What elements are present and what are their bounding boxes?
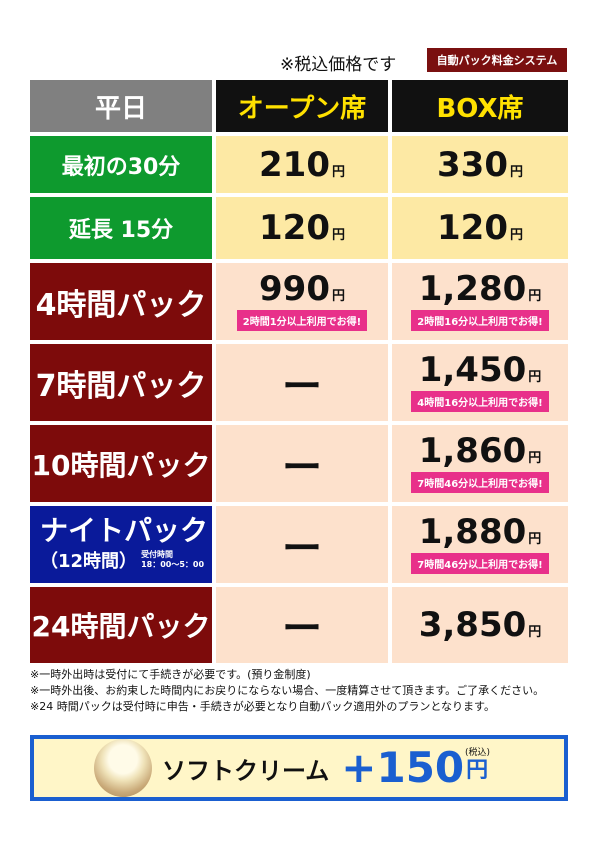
soft-cream-price: +150 [341, 743, 465, 792]
row-label-night: ナイトパック （12時間） 受付時間 18：00〜5：00 [30, 506, 212, 583]
system-badge: 自動パック料金システム [427, 48, 567, 72]
deal-badge: 7時間46分以上利用でお得! [411, 472, 549, 493]
reception-label: 受付時間 [141, 549, 174, 559]
box-price-cell: 1,280 円 2時間16分以上利用でお得! [392, 263, 568, 340]
price-value: 1,880 [418, 512, 527, 552]
soft-cream-tax-note: (税込) [464, 748, 490, 758]
soft-cream-image [94, 739, 152, 797]
row-label: 最初の30分 [30, 136, 212, 193]
table-row: 24時間パック ー 3,850 円 [30, 587, 568, 663]
table-row: 延長 15分 120 円 120 円 [30, 197, 568, 259]
night-pack-hours: （12時間） [40, 550, 138, 572]
price-value: 1,860 [418, 431, 527, 471]
row-label: 延長 15分 [30, 197, 212, 259]
footnote: ※一時外出後、お約束した時間内にお戻りにならない場合、一度精算させて頂きます。ご… [30, 684, 545, 697]
box-price-cell: 1,860 円 7時間46分以上利用でお得! [392, 425, 568, 502]
price-value: 1,280 [418, 269, 527, 309]
deal-badge: 2時間16分以上利用でお得! [411, 310, 549, 331]
yen-unit: 円 [509, 164, 523, 180]
price-value: 210 [259, 144, 330, 185]
header-weekday: 平日 [30, 80, 212, 132]
box-price-cell: 3,850 円 [392, 587, 568, 663]
tax-note: ※税込価格です [280, 55, 397, 75]
row-label: 7時間パック [30, 344, 212, 421]
price-value: 330 [437, 144, 508, 185]
box-price-cell: 120 円 [392, 197, 568, 259]
row-label: 10時間パック [30, 425, 212, 502]
table-row: 4時間パック 990 円 2時間1分以上利用でお得! 1,280 円 2時間16分以… [30, 263, 568, 340]
yen-unit: 円 [528, 532, 542, 547]
yen-unit: 円 [331, 164, 345, 180]
box-price-cell: 1,450 円 4時間16分以上利用でお得! [392, 344, 568, 421]
yen-unit: 円 [331, 228, 345, 243]
row-label: 4時間パック [30, 263, 212, 340]
not-available-dash: ー [282, 606, 322, 652]
yen-unit: 円 [528, 625, 542, 640]
table-row: 10時間パック ー 1,860 円 7時間46分以上利用でお得! [30, 425, 568, 502]
open-price-cell: 990 円 2時間1分以上利用でお得! [216, 263, 388, 340]
price-value: 120 [437, 208, 508, 248]
soft-cream-yen: 円 [466, 758, 489, 783]
row-label: 24時間パック [30, 587, 212, 663]
yen-unit: 円 [528, 451, 542, 466]
footnote: ※一時外出時は受付にて手続きが必要です。(預り金制度) [30, 668, 311, 681]
open-price-cell: ー [216, 587, 388, 663]
open-price-cell: ー [216, 425, 388, 502]
box-price-cell: 330 円 [392, 136, 568, 193]
yen-unit: 円 [331, 289, 345, 304]
yen-unit: 円 [528, 370, 542, 385]
open-price-cell: ー [216, 506, 388, 583]
yen-unit: 円 [528, 289, 542, 304]
table-row: ナイトパック （12時間） 受付時間 18：00〜5：00 ー 1,880 円 7… [30, 506, 568, 583]
header-open-seat: オープン席 [216, 80, 388, 132]
price-value: 1,450 [418, 350, 527, 390]
box-price-cell: 1,880 円 7時間46分以上利用でお得! [392, 506, 568, 583]
yen-unit: 円 [509, 228, 523, 243]
soft-cream-label: ソフトクリーム [162, 756, 330, 785]
header-box-seat: BOX席 [392, 80, 568, 132]
night-pack-title: ナイトパック [40, 514, 209, 548]
open-price-cell: ー [216, 344, 388, 421]
open-price-cell: 210 円 [216, 136, 388, 193]
price-value: 990 [259, 269, 330, 309]
deal-badge: 2時間1分以上利用でお得! [236, 310, 368, 331]
soft-cream-banner: ソフトクリーム +150 円 (税込) [30, 735, 568, 801]
table-row: 7時間パック ー 1,450 円 4時間16分以上利用でお得! [30, 344, 568, 421]
not-available-dash: ー [282, 363, 322, 410]
reception-time: 18：00〜5：00 [141, 559, 205, 569]
not-available-dash: ー [282, 525, 322, 572]
footnotes: ※一時外出時は受付にて手続きが必要です。(預り金制度) ※一時外出後、お約束した… [30, 667, 590, 715]
price-value: 120 [259, 208, 330, 248]
deal-badge: 7時間46分以上利用でお得! [411, 553, 549, 574]
price-value: 3,850 [418, 605, 527, 645]
deal-badge: 4時間16分以上利用でお得! [411, 391, 549, 412]
open-price-cell: 120 円 [216, 197, 388, 259]
footnote: ※24 時間パックは受付時に申告・手続きが必要となり自動パック適用外のプランとな… [30, 700, 495, 713]
not-available-dash: ー [282, 444, 322, 491]
table-row: 最初の30分 210 円 330 円 [30, 136, 568, 193]
